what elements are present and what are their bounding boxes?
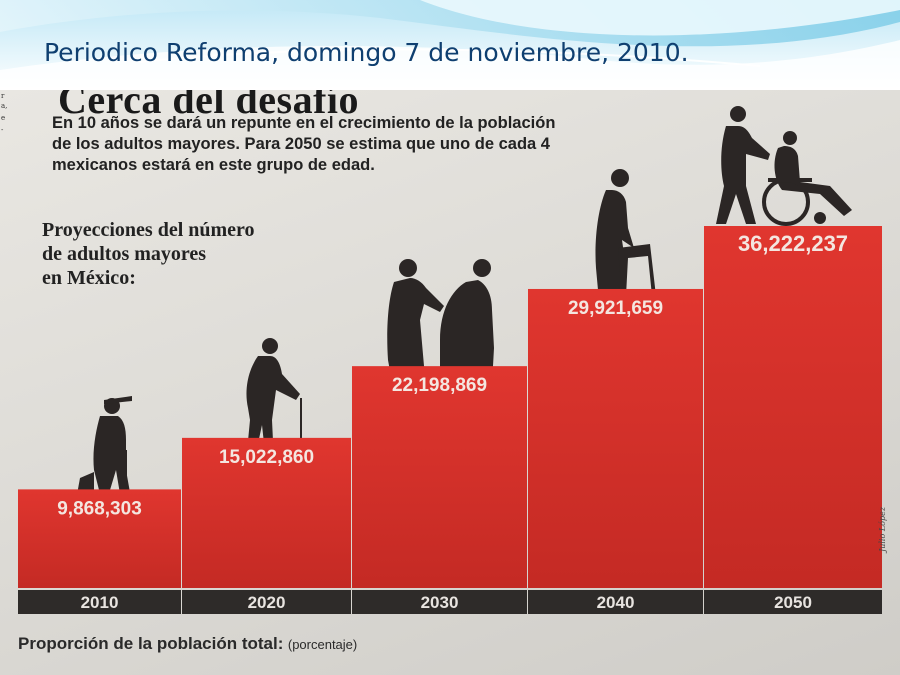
elderly-man-cane-icon: [246, 338, 302, 462]
bar-2030: [352, 366, 527, 588]
bar-2040: [528, 288, 703, 588]
year-label-2020: 2020: [248, 593, 286, 612]
year-band-2030: [352, 590, 527, 614]
illustrator-credit: Julio López: [878, 506, 887, 552]
proportion-unit-text: (porcentaje): [287, 637, 358, 652]
year-band-2050: [704, 590, 882, 614]
value-label-2050: 36,222,237: [738, 231, 848, 256]
slide-title: Periodico Reforma, domingo 7 de noviembr…: [44, 38, 689, 67]
slide-header: Periodico Reforma, domingo 7 de noviembr…: [0, 0, 900, 92]
deck-line: de los adultos mayores. Para 2050 se est…: [52, 135, 550, 153]
proportion-label-text: Proporción de la población total:: [18, 634, 284, 653]
year-label-2040: 2040: [597, 593, 635, 612]
page-edge-mark: -: [1, 126, 4, 134]
chart-heading: Proyecciones del número de adultos mayor…: [42, 218, 372, 290]
deck-line: En 10 años se dará un repunte en el crec…: [52, 114, 556, 132]
year-label-2030: 2030: [421, 593, 459, 612]
header-wave-decoration: [0, 0, 900, 92]
chart-heading-line: en México:: [42, 267, 136, 289]
article-headline: Cerca del desafío: [58, 90, 360, 122]
year-label-2050: 2050: [774, 593, 812, 612]
value-label-2010: 9,868,303: [57, 498, 142, 519]
bars-layer: 9,868,303 2010 15,022,860 2020 22,198,869 203…: [18, 226, 882, 614]
deck-line: mexicanos estará en este grupo de edad.: [52, 156, 375, 174]
elderly-couple-icon: [387, 259, 494, 384]
year-label-2010: 2010: [81, 593, 119, 612]
elderly-woman-walker-icon: [595, 169, 656, 296]
year-band-2020: [182, 590, 351, 614]
year-band-2010: [18, 590, 181, 614]
value-label-2030: 22,198,869: [392, 375, 487, 396]
chart-heading-line: de adultos mayores: [42, 243, 207, 265]
page-edge-mark: a,: [1, 102, 8, 110]
population-proportion-label: Proporción de la población total: (porce…: [18, 634, 357, 654]
bar-2020: [182, 437, 351, 588]
value-label-2020: 15,022,860: [219, 447, 314, 468]
page-edge-mark: e: [1, 114, 6, 122]
newspaper-photo: r a, e - Cerca del desafío En 10 años se…: [0, 90, 900, 675]
step-bar-chart: 9,868,303 2010 15,022,860 2020 22,198,869 203…: [18, 106, 882, 614]
value-label-2040: 29,921,659: [568, 298, 663, 319]
article-deck: En 10 años se dará un repunte en el crec…: [52, 113, 612, 176]
year-band-2040: [528, 590, 703, 614]
caregiver-wheelchair-icon: [716, 106, 852, 226]
bar-2010: [18, 489, 181, 588]
bar-2050: [704, 226, 882, 588]
chart-heading-line: Proyecciones del número: [42, 219, 255, 241]
page-edge-mark: r: [1, 92, 5, 100]
